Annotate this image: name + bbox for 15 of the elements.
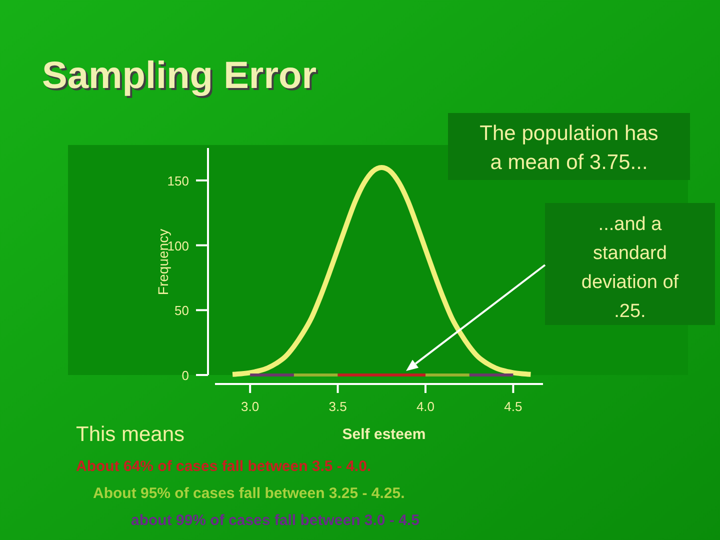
x-tick-label: 4.0 — [416, 399, 435, 414]
y-tick-label: 0 — [182, 368, 189, 383]
chart-title: Sampling Error — [44, 57, 319, 99]
text: About 95% of cases fall between 3.25 - 4.25. — [93, 485, 405, 502]
text: ...and a standard deviation of .25. — [581, 214, 680, 322]
text: This means — [76, 423, 185, 446]
x-tick-label: 3.0 — [241, 399, 260, 414]
y-tick-label: 50 — [174, 303, 189, 318]
annotation: The population has a mean of 3.75... — [480, 122, 658, 174]
x-tick-label: 3.5 — [328, 399, 347, 414]
x-axis-title: Self esteem — [342, 426, 426, 443]
text: About 64% of cases fall between 3.5 - 4.0. — [76, 458, 372, 475]
text: about 99% of cases fall between 3.0 - 4.5 — [131, 512, 420, 529]
x-tick-label: 4.5 — [504, 399, 522, 414]
y-tick-label: 150 — [167, 173, 189, 188]
